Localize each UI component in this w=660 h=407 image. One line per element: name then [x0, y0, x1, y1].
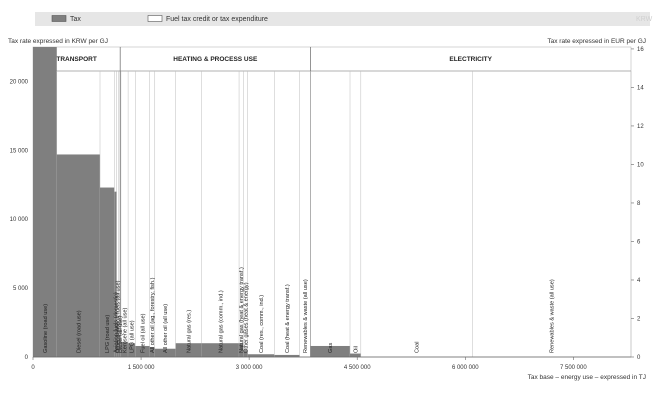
bar — [118, 334, 121, 357]
sector-label: HEATING & PROCESS USE — [173, 56, 258, 63]
x-tick-label: 6 000 000 — [452, 365, 479, 371]
bar-label: Natural gas (res.) — [187, 310, 193, 353]
sector-label: TRANSPORT — [56, 56, 96, 63]
y-left-tick-label: 10 000 — [10, 217, 29, 223]
x-axis-label: Tax base – energy use – expressed in TJ — [528, 374, 646, 381]
y-right-tick-label: 0 — [637, 355, 641, 361]
legend-background — [35, 12, 650, 26]
y-right-tick-label: 12 — [637, 124, 644, 130]
bar-label: Natural gas (comm., ind.) — [218, 290, 224, 353]
x-tick-label: 7 500 000 — [560, 365, 587, 371]
y-right-tick-label: 6 — [637, 239, 641, 245]
y-right-tick-label: 16 — [637, 47, 644, 53]
legend-swatch-tax — [51, 15, 67, 22]
bar — [114, 191, 117, 357]
bar-label: All other oil (all use) — [163, 304, 169, 353]
bar-label: Kerosene (all use) — [123, 307, 129, 353]
bar-label: Renewables & waste (all use) — [303, 279, 309, 353]
bar-label: Gasoline (road use) — [43, 304, 49, 353]
bar — [201, 343, 240, 357]
bar — [128, 343, 136, 357]
bar — [116, 322, 119, 357]
y-right-tick-label: 14 — [637, 85, 644, 91]
y-right-tick-label: 8 — [637, 201, 641, 207]
bar — [350, 353, 361, 357]
y-right-tick-label: 4 — [637, 278, 641, 284]
bar-label: Coal (res., comm., ind.) — [259, 295, 265, 353]
bar — [100, 187, 115, 357]
bar-label: Natural gas (heat & energy transf.) — [239, 267, 245, 353]
y-axis-right-label: Tax rate expressed in EUR per GJ — [547, 38, 646, 45]
bar — [243, 350, 248, 357]
y-left-tick-label: 0 — [25, 355, 29, 361]
bar-label: Renewables & waste (all use) — [550, 279, 556, 353]
bar — [175, 343, 202, 357]
y-left-tick-label: 15 000 — [10, 148, 29, 154]
bar-label: All other oil (ag., forestry, fish.) — [150, 277, 156, 353]
bar-label: Other transport fuels (all use) — [116, 280, 122, 353]
bar-label: Coal — [415, 341, 421, 353]
x-tick-label: 4 500 000 — [344, 365, 371, 371]
bar-label: Diesel (road use) — [76, 310, 82, 353]
legend-label-credit: Fuel tax credit or tax expenditure — [166, 16, 268, 23]
bar-label: Fuel oil (all use) — [141, 313, 147, 353]
y-axis-left-label: Tax rate expressed in KRW per GJ — [8, 38, 108, 45]
x-tick-label: 3 000 000 — [236, 365, 263, 371]
legend-faint-label: KRW — [636, 16, 653, 23]
bar-label: Oil — [353, 346, 359, 353]
bar-label: Gas — [328, 343, 334, 353]
bar-label: Other gases (heat & energy) — [244, 282, 250, 353]
bar-layer — [33, 47, 632, 357]
bar — [310, 345, 351, 357]
y-right-tick-label: 2 — [637, 316, 641, 322]
legend: Tax Fuel tax credit or tax expenditure K… — [35, 12, 653, 26]
y-left-tick-label: 5 000 — [13, 286, 29, 292]
bar-label: Aviation fuels (domestic) — [113, 292, 119, 353]
bar — [56, 154, 101, 357]
bar-label: Diesel (all use) — [118, 316, 124, 353]
bar — [120, 341, 129, 357]
x-tick-label: 0 — [31, 365, 35, 371]
bar-label-layer: Gasoline (road use) Diesel (road use) LPG … — [43, 267, 556, 353]
x-tick-label: 1 500 000 — [128, 365, 155, 371]
y-left-tick-label: 20 000 — [10, 79, 29, 85]
bar — [274, 354, 300, 357]
bar-label: LPG (all use) — [130, 320, 136, 353]
bar — [135, 345, 150, 357]
bar — [33, 47, 57, 357]
legend-label-tax: Tax — [70, 16, 81, 23]
bar — [247, 354, 275, 357]
sector-label: ELECTRICITY — [449, 56, 492, 63]
bar — [154, 348, 176, 357]
bar — [149, 347, 155, 357]
y-right-tick-label: 10 — [637, 162, 644, 168]
legend-swatch-credit — [147, 15, 163, 22]
bar-label: LPG (road use) — [105, 315, 111, 353]
bar-label: Coal (heat & energy transf.) — [285, 284, 291, 353]
tick-layer: 0 1 500 000 3 000 000 4 500 000 6 000 000 7 5… — [10, 47, 645, 371]
bar — [239, 343, 244, 357]
